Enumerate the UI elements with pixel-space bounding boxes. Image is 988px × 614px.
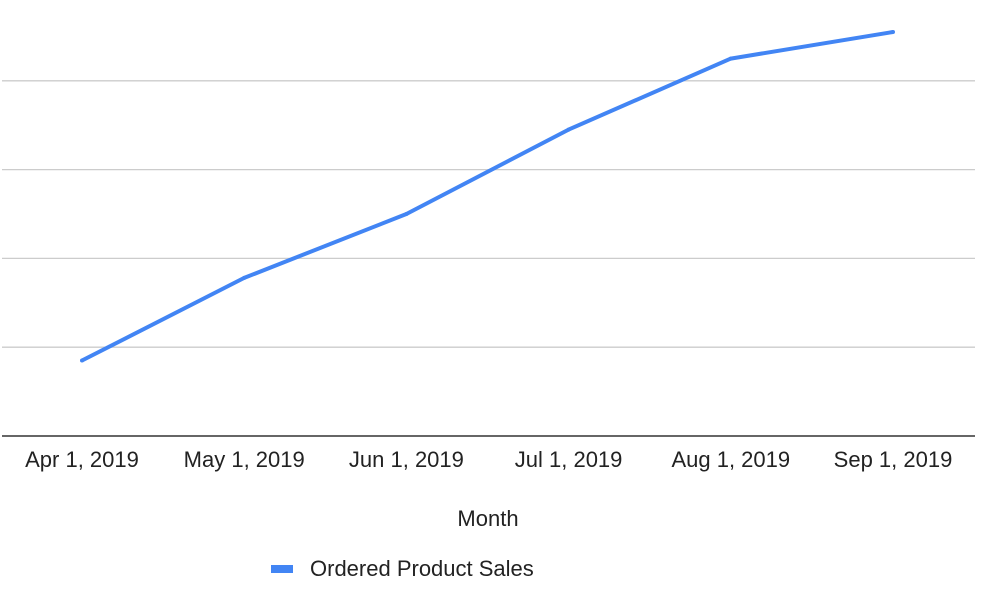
data-point xyxy=(728,56,733,61)
x-tick-label: Sep 1, 2019 xyxy=(834,447,953,472)
data-point xyxy=(80,358,84,363)
x-tick-label: Apr 1, 2019 xyxy=(25,447,139,472)
x-tick-label: Jun 1, 2019 xyxy=(349,447,464,472)
data-point xyxy=(404,212,409,216)
x-axis-title: Month xyxy=(457,506,518,531)
series-layer xyxy=(80,29,895,363)
legend-label: Ordered Product Sales xyxy=(310,556,534,581)
legend: Ordered Product Sales xyxy=(271,556,534,581)
data-point xyxy=(891,29,895,34)
gridlines xyxy=(2,80,975,348)
legend-swatch xyxy=(271,565,293,573)
x-tick-label: Aug 1, 2019 xyxy=(671,447,790,472)
data-point xyxy=(566,127,571,132)
data-point xyxy=(242,275,247,280)
x-tick-label: Jul 1, 2019 xyxy=(515,447,623,472)
x-tick-label: May 1, 2019 xyxy=(184,447,305,472)
x-tick-labels: Apr 1, 2019 May 1, 2019 Jun 1, 2019 Jul 1, … xyxy=(25,447,952,472)
series-line xyxy=(81,30,894,363)
